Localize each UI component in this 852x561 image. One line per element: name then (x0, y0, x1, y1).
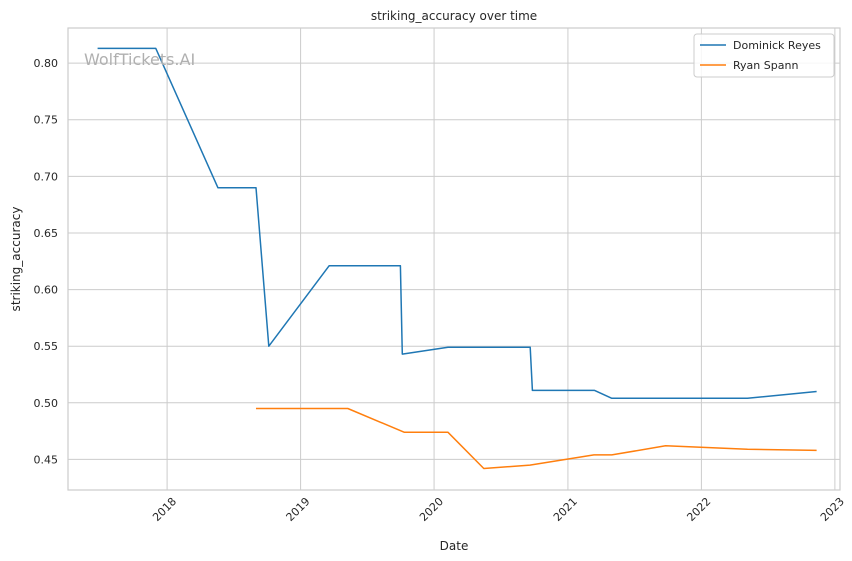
y-tick-label: 0.75 (34, 114, 59, 127)
chart-title: striking_accuracy over time (371, 9, 537, 23)
y-axis-ticks: 0.45 0.50 0.55 0.60 0.65 0.70 0.75 0.80 (34, 57, 59, 466)
legend: Dominick Reyes Ryan Spann (693, 33, 835, 78)
legend-label-dominick-reyes: Dominick Reyes (733, 39, 821, 52)
y-tick-label: 0.50 (34, 397, 59, 410)
grid (68, 28, 840, 490)
x-axis-label: Date (440, 539, 469, 553)
x-axis-ticks: 2018 2019 2020 2021 2022 2023 (150, 495, 847, 524)
series-layer (97, 47, 817, 470)
x-tick-label: 2023 (818, 495, 847, 524)
x-tick-label: 2019 (284, 495, 313, 524)
y-tick-label: 0.55 (34, 340, 59, 353)
x-tick-label: 2021 (551, 495, 580, 524)
y-axis-label: striking_accuracy (9, 207, 23, 312)
legend-label-ryan-spann: Ryan Spann (733, 59, 798, 72)
y-tick-label: 0.45 (34, 453, 59, 466)
plot-area (67, 27, 841, 491)
legend-box (693, 33, 835, 78)
y-tick-label: 0.60 (34, 284, 59, 297)
y-tick-label: 0.65 (34, 227, 59, 240)
x-tick-label: 2020 (417, 495, 446, 524)
x-tick-label: 2018 (150, 495, 179, 524)
y-tick-label: 0.70 (34, 170, 59, 183)
x-tick-label: 2022 (684, 495, 713, 524)
y-tick-label: 0.80 (34, 57, 59, 70)
watermark-text: WolfTickets.AI (84, 50, 195, 69)
